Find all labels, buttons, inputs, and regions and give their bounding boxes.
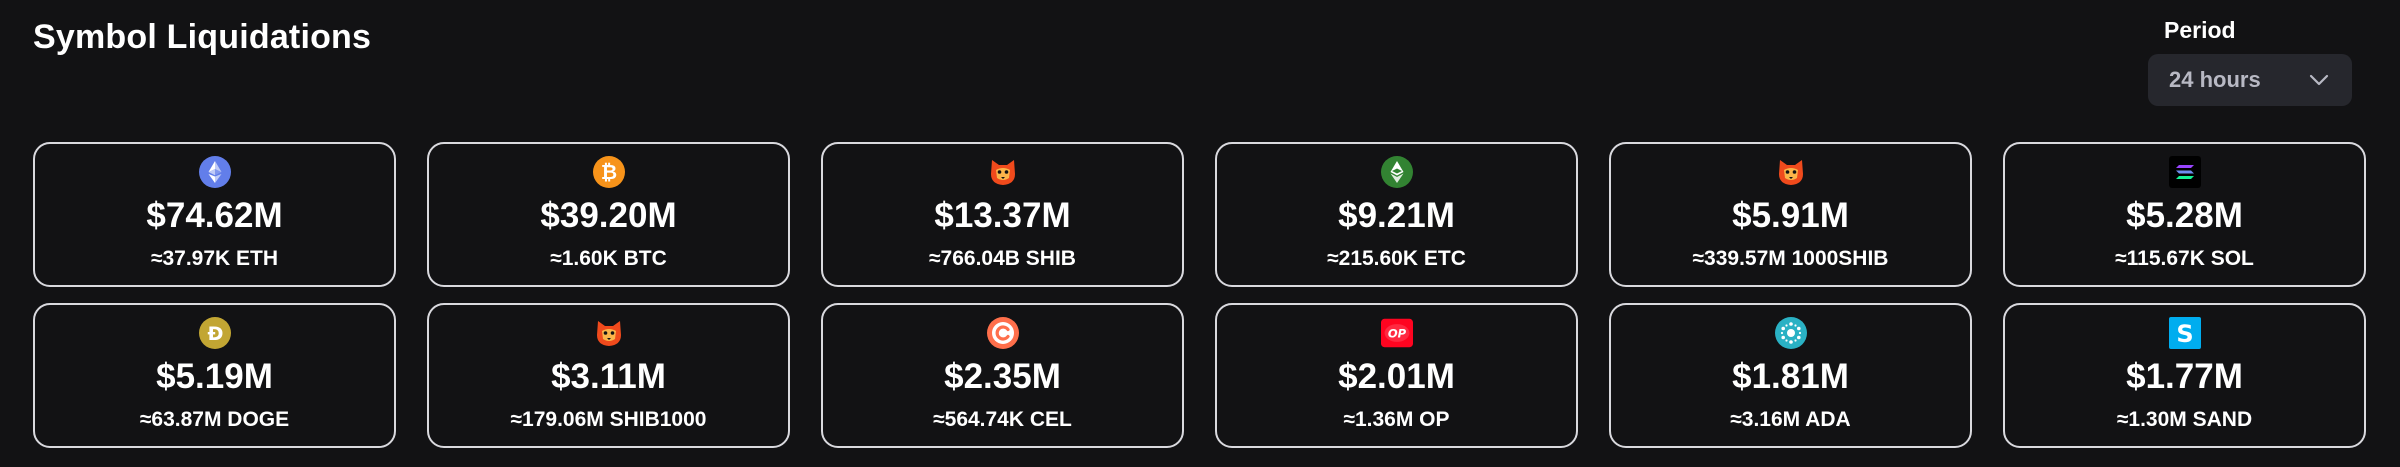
liquidation-usd-value: $13.37M: [934, 196, 1071, 235]
symbol-card[interactable]: S $1.77M ≈1.30M SAND: [2003, 303, 2366, 448]
symbol-card[interactable]: ₿ $39.20M ≈1.60K BTC: [427, 142, 790, 287]
svg-text:S: S: [2176, 320, 2193, 348]
liquidation-usd-value: $2.01M: [1338, 357, 1455, 396]
liquidation-coin-amount: ≈564.74K CEL: [933, 408, 1072, 431]
etc-icon: [1380, 156, 1413, 188]
liquidation-coin-amount: ≈339.57M 1000SHIB: [1692, 247, 1889, 270]
liquidation-usd-value: $5.91M: [1732, 196, 1849, 235]
svg-text:Đ: Đ: [207, 323, 223, 345]
liquidation-usd-value: $39.20M: [540, 196, 677, 235]
chevron-down-icon: [2308, 69, 2330, 91]
symbol-card[interactable]: OP $2.01M ≈1.36M OP: [1215, 303, 1578, 448]
symbol-card[interactable]: $9.21M ≈215.60K ETC: [1215, 142, 1578, 287]
liquidation-coin-amount: ≈115.67K SOL: [2115, 247, 2254, 270]
liquidation-coin-amount: ≈1.36M OP: [1343, 408, 1450, 431]
liquidation-usd-value: $1.77M: [2126, 357, 2243, 396]
liquidation-coin-amount: ≈766.04B SHIB: [929, 247, 1076, 270]
btc-icon: ₿: [592, 156, 625, 188]
op-icon: OP: [1380, 317, 1413, 349]
symbol-card[interactable]: $5.28M ≈115.67K SOL: [2003, 142, 2366, 287]
symbol-card[interactable]: $1.81M ≈3.16M ADA: [1609, 303, 1972, 448]
cel-icon: [986, 317, 1019, 349]
svg-text:OP: OP: [1387, 326, 1406, 340]
sol-icon: [2168, 156, 2201, 188]
symbol-card-grid: $74.62M ≈37.97K ETH ₿ $39.20M ≈1.60K BTC…: [33, 142, 2366, 448]
symbol-card[interactable]: $74.62M ≈37.97K ETH: [33, 142, 396, 287]
liquidation-coin-amount: ≈37.97K ETH: [150, 247, 279, 270]
ada-icon: [1774, 317, 1807, 349]
liquidation-usd-value: $5.19M: [156, 357, 273, 396]
liquidation-coin-amount: ≈179.06M SHIB1000: [510, 408, 707, 431]
symbol-card[interactable]: $13.37M ≈766.04B SHIB: [821, 142, 1184, 287]
liquidation-usd-value: $74.62M: [146, 196, 283, 235]
liquidation-coin-amount: ≈63.87M DOGE: [139, 408, 290, 431]
liquidation-coin-amount: ≈215.60K ETC: [1327, 247, 1466, 270]
symbol-card[interactable]: $5.91M ≈339.57M 1000SHIB: [1609, 142, 1972, 287]
shib-icon: [987, 156, 1019, 188]
liquidation-coin-amount: ≈3.16M ADA: [1730, 408, 1851, 431]
eth-icon: [198, 156, 231, 188]
period-selected-value: 24 hours: [2169, 67, 2261, 92]
sand-icon: S: [2168, 317, 2201, 349]
shib-icon: [1775, 156, 1807, 188]
period-select[interactable]: 24 hours: [2148, 54, 2352, 106]
period-label: Period: [2164, 17, 2236, 43]
liquidation-usd-value: $2.35M: [944, 357, 1061, 396]
symbol-card[interactable]: Đ $5.19M ≈63.87M DOGE: [33, 303, 396, 448]
liquidation-coin-amount: ≈1.60K BTC: [550, 247, 667, 270]
liquidation-usd-value: $1.81M: [1732, 357, 1849, 396]
svg-text:₿: ₿: [600, 160, 616, 184]
symbol-card[interactable]: $3.11M ≈179.06M SHIB1000: [427, 303, 790, 448]
liquidation-coin-amount: ≈1.30M SAND: [2116, 408, 2253, 431]
liquidation-usd-value: $9.21M: [1338, 196, 1455, 235]
shib-icon: [593, 317, 625, 349]
symbol-card[interactable]: $2.35M ≈564.74K CEL: [821, 303, 1184, 448]
doge-icon: Đ: [198, 317, 231, 349]
page-title: Symbol Liquidations: [33, 18, 372, 56]
liquidation-usd-value: $3.11M: [551, 357, 666, 396]
liquidation-usd-value: $5.28M: [2126, 196, 2243, 235]
